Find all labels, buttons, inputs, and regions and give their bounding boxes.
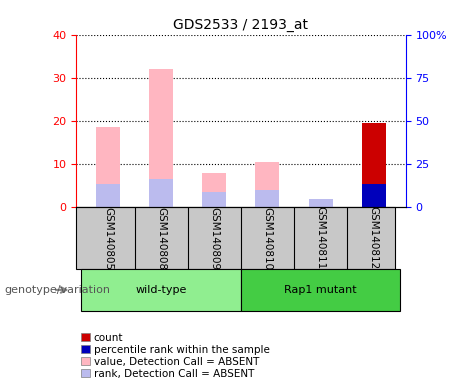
Bar [96,127,120,207]
Text: GSM140809: GSM140809 [209,207,219,270]
Title: GDS2533 / 2193_at: GDS2533 / 2193_at [173,18,308,32]
Bar [309,199,332,207]
Text: GSM140810: GSM140810 [262,207,272,270]
Bar [149,69,173,207]
Text: GSM140808: GSM140808 [156,207,166,270]
Bar [241,269,400,311]
Text: GSM140805: GSM140805 [103,207,113,270]
Text: Rap1 mutant: Rap1 mutant [284,285,357,295]
Bar [255,190,279,207]
Text: GSM140811: GSM140811 [316,207,325,270]
Text: GSM140812: GSM140812 [369,207,379,270]
Bar [309,200,332,207]
Bar [149,179,173,207]
Bar [255,162,279,207]
Legend: count, percentile rank within the sample, value, Detection Call = ABSENT, rank, : count, percentile rank within the sample… [81,333,270,379]
Text: genotype/variation: genotype/variation [5,285,111,295]
Bar [362,123,386,207]
Bar [362,184,386,207]
Bar [96,184,120,207]
Bar [82,269,241,311]
Bar [202,173,226,207]
Text: wild-type: wild-type [136,285,187,295]
Bar [202,192,226,207]
